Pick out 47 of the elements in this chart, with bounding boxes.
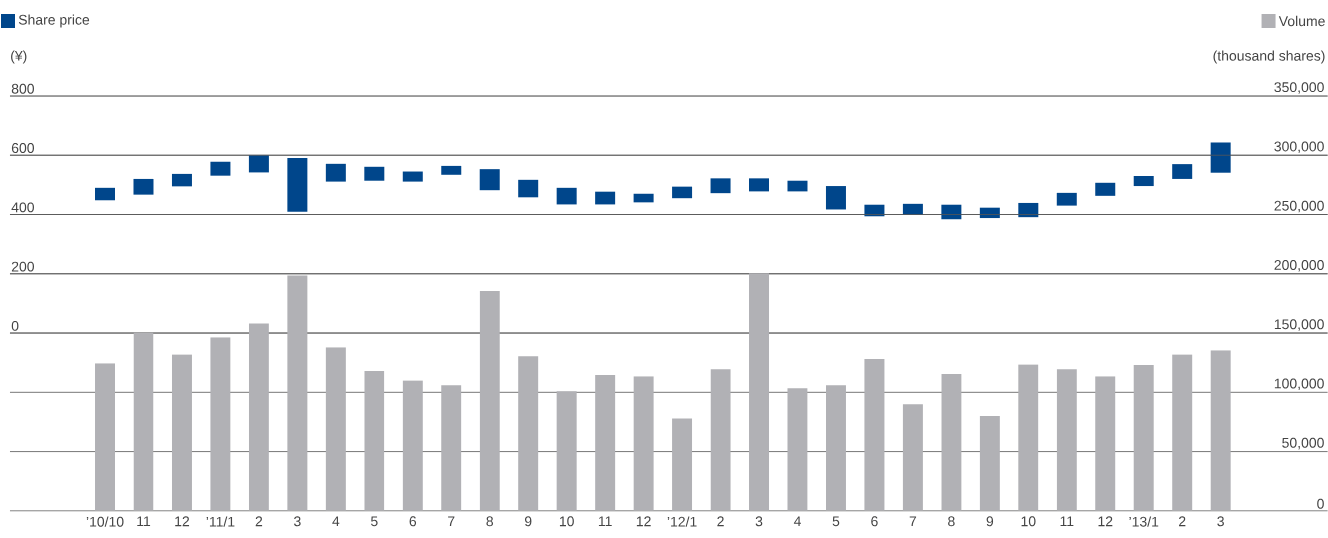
- x-tick-label: 3: [755, 516, 763, 527]
- x-tick-label: 8: [486, 516, 494, 527]
- y2-tick-label: 250,000: [1274, 200, 1324, 213]
- x-tick-label: 12: [175, 516, 190, 527]
- legend-label: Volume: [1278, 15, 1325, 27]
- y-tick-label: 800: [11, 83, 35, 94]
- x-tick-label: 5: [370, 516, 378, 527]
- x-tick-label: 2: [1179, 516, 1186, 527]
- x-tick-label: 4: [793, 516, 801, 527]
- y2-tick-label: 50,000: [1282, 437, 1324, 450]
- y2-tick-label: 150,000: [1274, 319, 1324, 331]
- x-tick-label: ’13/1: [1129, 516, 1159, 527]
- x-tick-label: 3: [1217, 516, 1224, 527]
- x-tick-label: 11: [1060, 516, 1074, 527]
- x-tick-label: 8: [948, 516, 955, 527]
- x-tick-label: 6: [409, 516, 417, 527]
- x-tick-label: 12: [636, 516, 651, 527]
- y-tick-label: 600: [11, 143, 35, 154]
- y-tick-label: 0: [11, 321, 19, 331]
- x-tick-label: 11: [598, 516, 612, 527]
- x-tick-label: 7: [448, 516, 455, 527]
- x-tick-label: 12: [1098, 516, 1113, 527]
- y2-tick-label: 200,000: [1274, 260, 1324, 272]
- y2-tick-label: 0: [1317, 498, 1324, 509]
- y2-axis-title: (thousand shares): [1213, 50, 1325, 64]
- y2-tick-label: 300,000: [1274, 141, 1324, 154]
- x-tick-label: 6: [871, 516, 878, 527]
- x-tick-label: 10: [1021, 516, 1036, 527]
- x-tick-label: 3: [294, 516, 301, 527]
- x-tick-label: 5: [832, 516, 840, 527]
- y-axis-title: (¥): [11, 50, 27, 64]
- x-tick-label: 7: [909, 516, 917, 527]
- x-tick-label: 9: [524, 516, 532, 527]
- y2-tick-label: 350,000: [1274, 82, 1324, 94]
- x-tick-label: ’10/10: [86, 516, 124, 527]
- y-tick-label: 200: [11, 261, 35, 272]
- legend-label: Share price: [18, 14, 90, 28]
- x-tick-label: 11: [137, 516, 151, 527]
- y-tick-label: 400: [11, 202, 35, 213]
- y2-tick-label: 100,000: [1274, 378, 1324, 391]
- x-tick-label: ’12/1: [667, 516, 697, 527]
- x-tick-label: 9: [986, 516, 994, 527]
- x-tick-label: 2: [255, 516, 263, 527]
- x-tick-label: 2: [717, 516, 724, 527]
- x-tick-label: ’11/1: [206, 516, 235, 527]
- x-tick-label: 10: [559, 516, 574, 527]
- x-tick-label: 4: [332, 516, 340, 527]
